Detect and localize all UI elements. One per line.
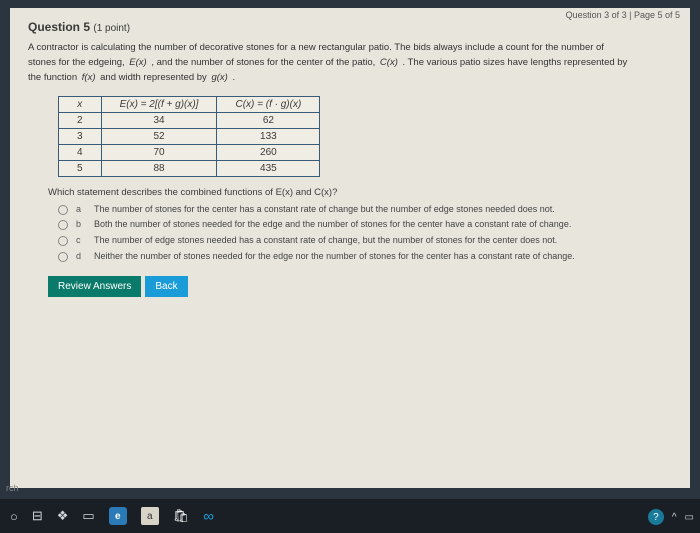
battery-icon[interactable]: ▭ — [685, 512, 694, 523]
prompt-1: A contractor is calculating the number o… — [28, 42, 604, 53]
prompt-2c: . The various patio sizes have lengths r… — [403, 57, 628, 68]
question-panel: Question 3 of 3 | Page 5 of 5 Question 5… — [10, 8, 690, 488]
title-text: Question 5 — [28, 20, 90, 34]
fn-g: g(x) — [209, 72, 229, 83]
option-c[interactable]: c The number of edge stones needed has a… — [58, 235, 672, 247]
button-row: Review Answers Back — [48, 276, 672, 297]
prompt-2b: , and the number of stones for the cente… — [151, 57, 375, 68]
option-text: Neither the number of stones needed for … — [94, 251, 672, 263]
option-text: Both the number of stones needed for the… — [94, 219, 672, 231]
table-header-row: x E(x) = 2[(f + g)(x)] C(x) = (f · g)(x) — [59, 96, 320, 112]
data-table: x E(x) = 2[(f + g)(x)] C(x) = (f · g)(x)… — [58, 96, 320, 177]
fn-E: E(x) — [127, 57, 148, 68]
taskbar: ○ ⊟ ❖ ▭ e a 🛍 ∞ — [0, 499, 700, 533]
taskbar-right: ? ^ ▭ — [648, 509, 694, 525]
fn-C: C(x) — [378, 57, 400, 68]
question-title: Question 5 (1 point) — [28, 20, 672, 34]
option-a[interactable]: a The number of stones for the center ha… — [58, 204, 672, 216]
option-d[interactable]: d Neither the number of stones needed fo… — [58, 251, 672, 263]
chevron-up-icon[interactable]: ^ — [672, 512, 677, 523]
table-row: 23462 — [59, 112, 320, 128]
option-text: The number of stones for the center has … — [94, 204, 672, 216]
prompt-3b: and width represented by — [100, 72, 207, 83]
option-key: b — [76, 219, 86, 229]
dropbox-icon[interactable]: ❖ — [57, 508, 69, 524]
fn-f: f(x) — [80, 72, 98, 83]
table-row: 352133 — [59, 128, 320, 144]
review-answers-button[interactable]: Review Answers — [48, 276, 141, 297]
th-E: E(x) = 2[(f + g)(x)] — [101, 96, 217, 112]
infinity-icon[interactable]: ∞ — [203, 508, 214, 525]
option-b[interactable]: b Both the number of stones needed for t… — [58, 219, 672, 231]
table-row: 588435 — [59, 160, 320, 176]
options-list: a The number of stones for the center ha… — [58, 204, 672, 263]
taskview-icon[interactable]: ⊟ — [32, 508, 43, 524]
which-statement: Which statement describes the combined f… — [48, 187, 672, 198]
question-prompt: A contractor is calculating the number o… — [28, 40, 672, 86]
store-icon[interactable]: 🛍 — [173, 508, 190, 524]
prompt-3a: the function — [28, 72, 77, 83]
prompt-3c: . — [232, 72, 235, 83]
radio-icon[interactable] — [58, 205, 68, 215]
radio-icon[interactable] — [58, 252, 68, 262]
th-C: C(x) = (f · g)(x) — [217, 96, 320, 112]
back-button[interactable]: Back — [145, 276, 187, 297]
radio-icon[interactable] — [58, 236, 68, 246]
th-x: x — [59, 96, 102, 112]
app-a-icon[interactable]: a — [141, 507, 159, 525]
help-icon[interactable]: ? — [648, 509, 664, 525]
explorer-icon[interactable]: ▭ — [82, 508, 94, 524]
option-key: a — [76, 204, 86, 214]
radio-icon[interactable] — [58, 220, 68, 230]
option-key: c — [76, 235, 86, 245]
prompt-2a: stones for the edgeing, — [28, 57, 125, 68]
table-row: 470260 — [59, 144, 320, 160]
option-text: The number of edge stones needed has a c… — [94, 235, 672, 247]
option-key: d — [76, 251, 86, 261]
search-fragment: rch — [6, 483, 19, 493]
cortana-icon[interactable]: ○ — [10, 509, 18, 524]
page-indicator: Question 3 of 3 | Page 5 of 5 — [566, 10, 680, 20]
edge-icon[interactable]: e — [109, 507, 127, 525]
points-text: (1 point) — [93, 23, 130, 34]
